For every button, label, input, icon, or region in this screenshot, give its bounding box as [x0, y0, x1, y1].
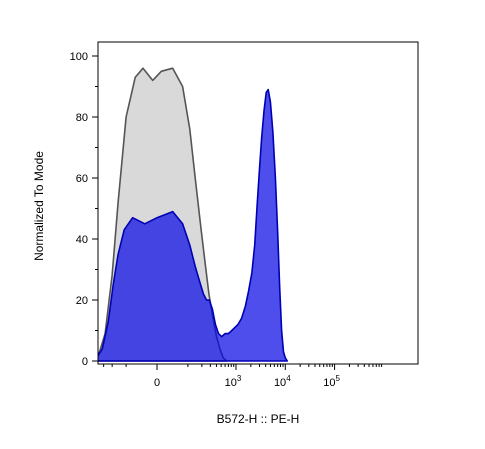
y-tick-label: 20 — [76, 295, 88, 307]
x-tick-label: 103 — [225, 374, 242, 389]
y-axis: 0 20 40 60 80 100 — [70, 51, 98, 368]
y-tick-label: 80 — [76, 112, 88, 124]
x-axis: 0 103 104 105 — [103, 364, 383, 389]
y-tick-label: 100 — [70, 51, 88, 63]
x-axis-label: B572-H :: PE-H — [217, 412, 300, 426]
y-tick-label: 40 — [76, 234, 88, 246]
y-axis-label: Normalized To Mode — [32, 151, 46, 261]
series-layer — [98, 67, 289, 362]
x-tick-label: 105 — [323, 374, 340, 389]
y-tick-label: 0 — [82, 356, 88, 368]
plot-frame — [97, 41, 419, 365]
histogram-series-2 — [98, 88, 289, 362]
x-tick-label: 0 — [154, 377, 160, 389]
x-tick-label: 104 — [274, 374, 291, 389]
y-tick-label: 60 — [76, 173, 88, 185]
